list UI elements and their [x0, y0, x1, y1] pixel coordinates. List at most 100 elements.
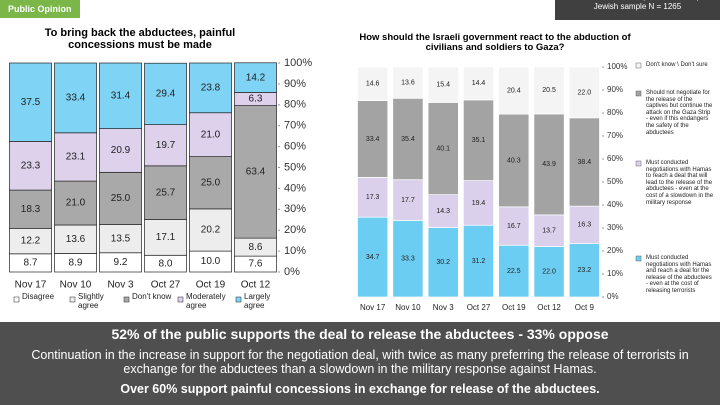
bar-segment — [9, 141, 52, 191]
data-label: 40.3 — [507, 157, 521, 164]
bar-segment — [54, 62, 97, 134]
data-label: 7.6 — [249, 259, 263, 270]
data-label: 8.7 — [24, 258, 38, 269]
y-tick-label: 70% — [284, 120, 306, 132]
data-label: 63.4 — [246, 167, 266, 178]
data-label: 43.9 — [542, 161, 556, 168]
data-label: 22.5 — [507, 268, 521, 275]
data-label: 17.7 — [401, 197, 415, 204]
x-tick-label: Oct 9 — [575, 303, 595, 312]
bar-segment — [144, 219, 187, 256]
data-label: 22.0 — [542, 269, 556, 276]
bar-segment — [533, 246, 565, 298]
bar-segment — [463, 66, 494, 101]
bar-segment — [357, 66, 389, 101]
x-tick-label: Nov 3 — [107, 280, 134, 291]
y-tick-label: 20% — [284, 224, 306, 236]
data-label: 35.4 — [401, 136, 415, 143]
bar-segment — [54, 132, 97, 182]
y-tick-label: 100% — [607, 62, 627, 71]
data-label: 23.1 — [66, 152, 86, 163]
data-label: 37.5 — [21, 97, 41, 108]
x-tick-label: Nov 10 — [395, 303, 421, 312]
data-label: 33.4 — [66, 93, 86, 104]
bar-segment — [189, 62, 232, 114]
bar-segment — [99, 128, 142, 173]
data-label: 17.3 — [366, 194, 380, 201]
data-label: 21.0 — [66, 198, 86, 209]
bar-segment — [144, 124, 187, 167]
bar-segment — [568, 117, 600, 207]
legend-label: Must conducted negotiations with Hamas t… — [646, 160, 714, 206]
data-label: 25.0 — [201, 177, 221, 188]
chart-title: To bring back the abductees, painful con… — [44, 27, 236, 52]
data-label: 40.1 — [436, 145, 450, 152]
y-tick-label: 30% — [284, 203, 306, 215]
bar-segment — [189, 112, 232, 157]
bar-segment — [463, 180, 494, 226]
y-tick-label: 40% — [607, 200, 623, 209]
bar-segment — [9, 227, 52, 255]
x-tick-label: Oct 27 — [467, 303, 491, 312]
bar-segment — [392, 66, 424, 99]
y-tick-label: 10% — [284, 245, 306, 257]
bar-segment — [498, 66, 530, 115]
data-label: 8.0 — [159, 258, 173, 269]
data-label: 13.5 — [111, 233, 131, 244]
x-tick-label: Oct 12 — [241, 280, 271, 291]
bar-segment — [99, 224, 142, 254]
data-label: 14.4 — [472, 80, 486, 87]
legend-label: Largely agree — [244, 292, 271, 310]
bar-segment — [144, 165, 187, 220]
footer-body: Continuation in the increase in support … — [31, 348, 689, 376]
bar-segment — [189, 156, 232, 210]
bar-segment — [533, 113, 565, 216]
legend-label: Moderately agree — [186, 292, 226, 310]
source: Gaza war omnibus, seventh wave, Jewish s… — [555, 0, 720, 20]
bar-segment — [99, 62, 142, 129]
y-tick-label: 20% — [607, 246, 623, 255]
data-label: 12.2 — [21, 236, 41, 247]
y-tick-label: 70% — [607, 131, 623, 140]
legend-label: Don't know \ Don't sure — [646, 62, 708, 68]
bar-segment — [427, 102, 459, 196]
data-label: 14.6 — [366, 81, 380, 88]
y-tick-label: 90% — [284, 78, 306, 90]
y-tick-label: 90% — [607, 85, 623, 94]
bar-segment — [568, 66, 600, 119]
x-tick-label: Oct 27 — [151, 280, 181, 291]
y-tick-label: 10% — [607, 269, 623, 278]
bar-segment — [234, 105, 277, 239]
bar-segment — [234, 62, 277, 93]
data-label: 20.9 — [111, 145, 131, 156]
data-label: 38.4 — [578, 159, 592, 166]
legend-swatch — [635, 255, 642, 262]
x-tick-label: Nov 17 — [360, 303, 386, 312]
y-tick-label: 40% — [284, 182, 306, 194]
data-label: 20.4 — [507, 88, 521, 95]
data-label: 16.3 — [578, 222, 592, 229]
tag: Public Opinion — [0, 0, 80, 18]
bar-segment — [357, 177, 389, 218]
bar-segment — [498, 244, 530, 298]
data-label: 23.3 — [21, 160, 41, 171]
y-tick-label: 50% — [607, 177, 623, 186]
x-tick-label: Nov 17 — [15, 280, 47, 291]
data-label: 13.6 — [401, 79, 415, 86]
y-tick-label: 80% — [607, 108, 623, 117]
bar-segment — [54, 180, 97, 226]
data-label: 13.6 — [66, 234, 86, 245]
data-label: 6.3 — [249, 94, 263, 105]
bar-segment — [9, 189, 52, 229]
data-label: 33.4 — [366, 136, 380, 143]
data-label: 30.2 — [436, 259, 450, 266]
bar-segment — [568, 205, 600, 244]
x-tick-label: Nov 10 — [60, 280, 92, 291]
y-tick-label: 100% — [284, 57, 312, 69]
data-label: 10.0 — [201, 256, 221, 267]
data-label: 8.9 — [69, 257, 83, 268]
bar-segment — [427, 194, 459, 228]
data-label: 34.7 — [366, 254, 380, 261]
